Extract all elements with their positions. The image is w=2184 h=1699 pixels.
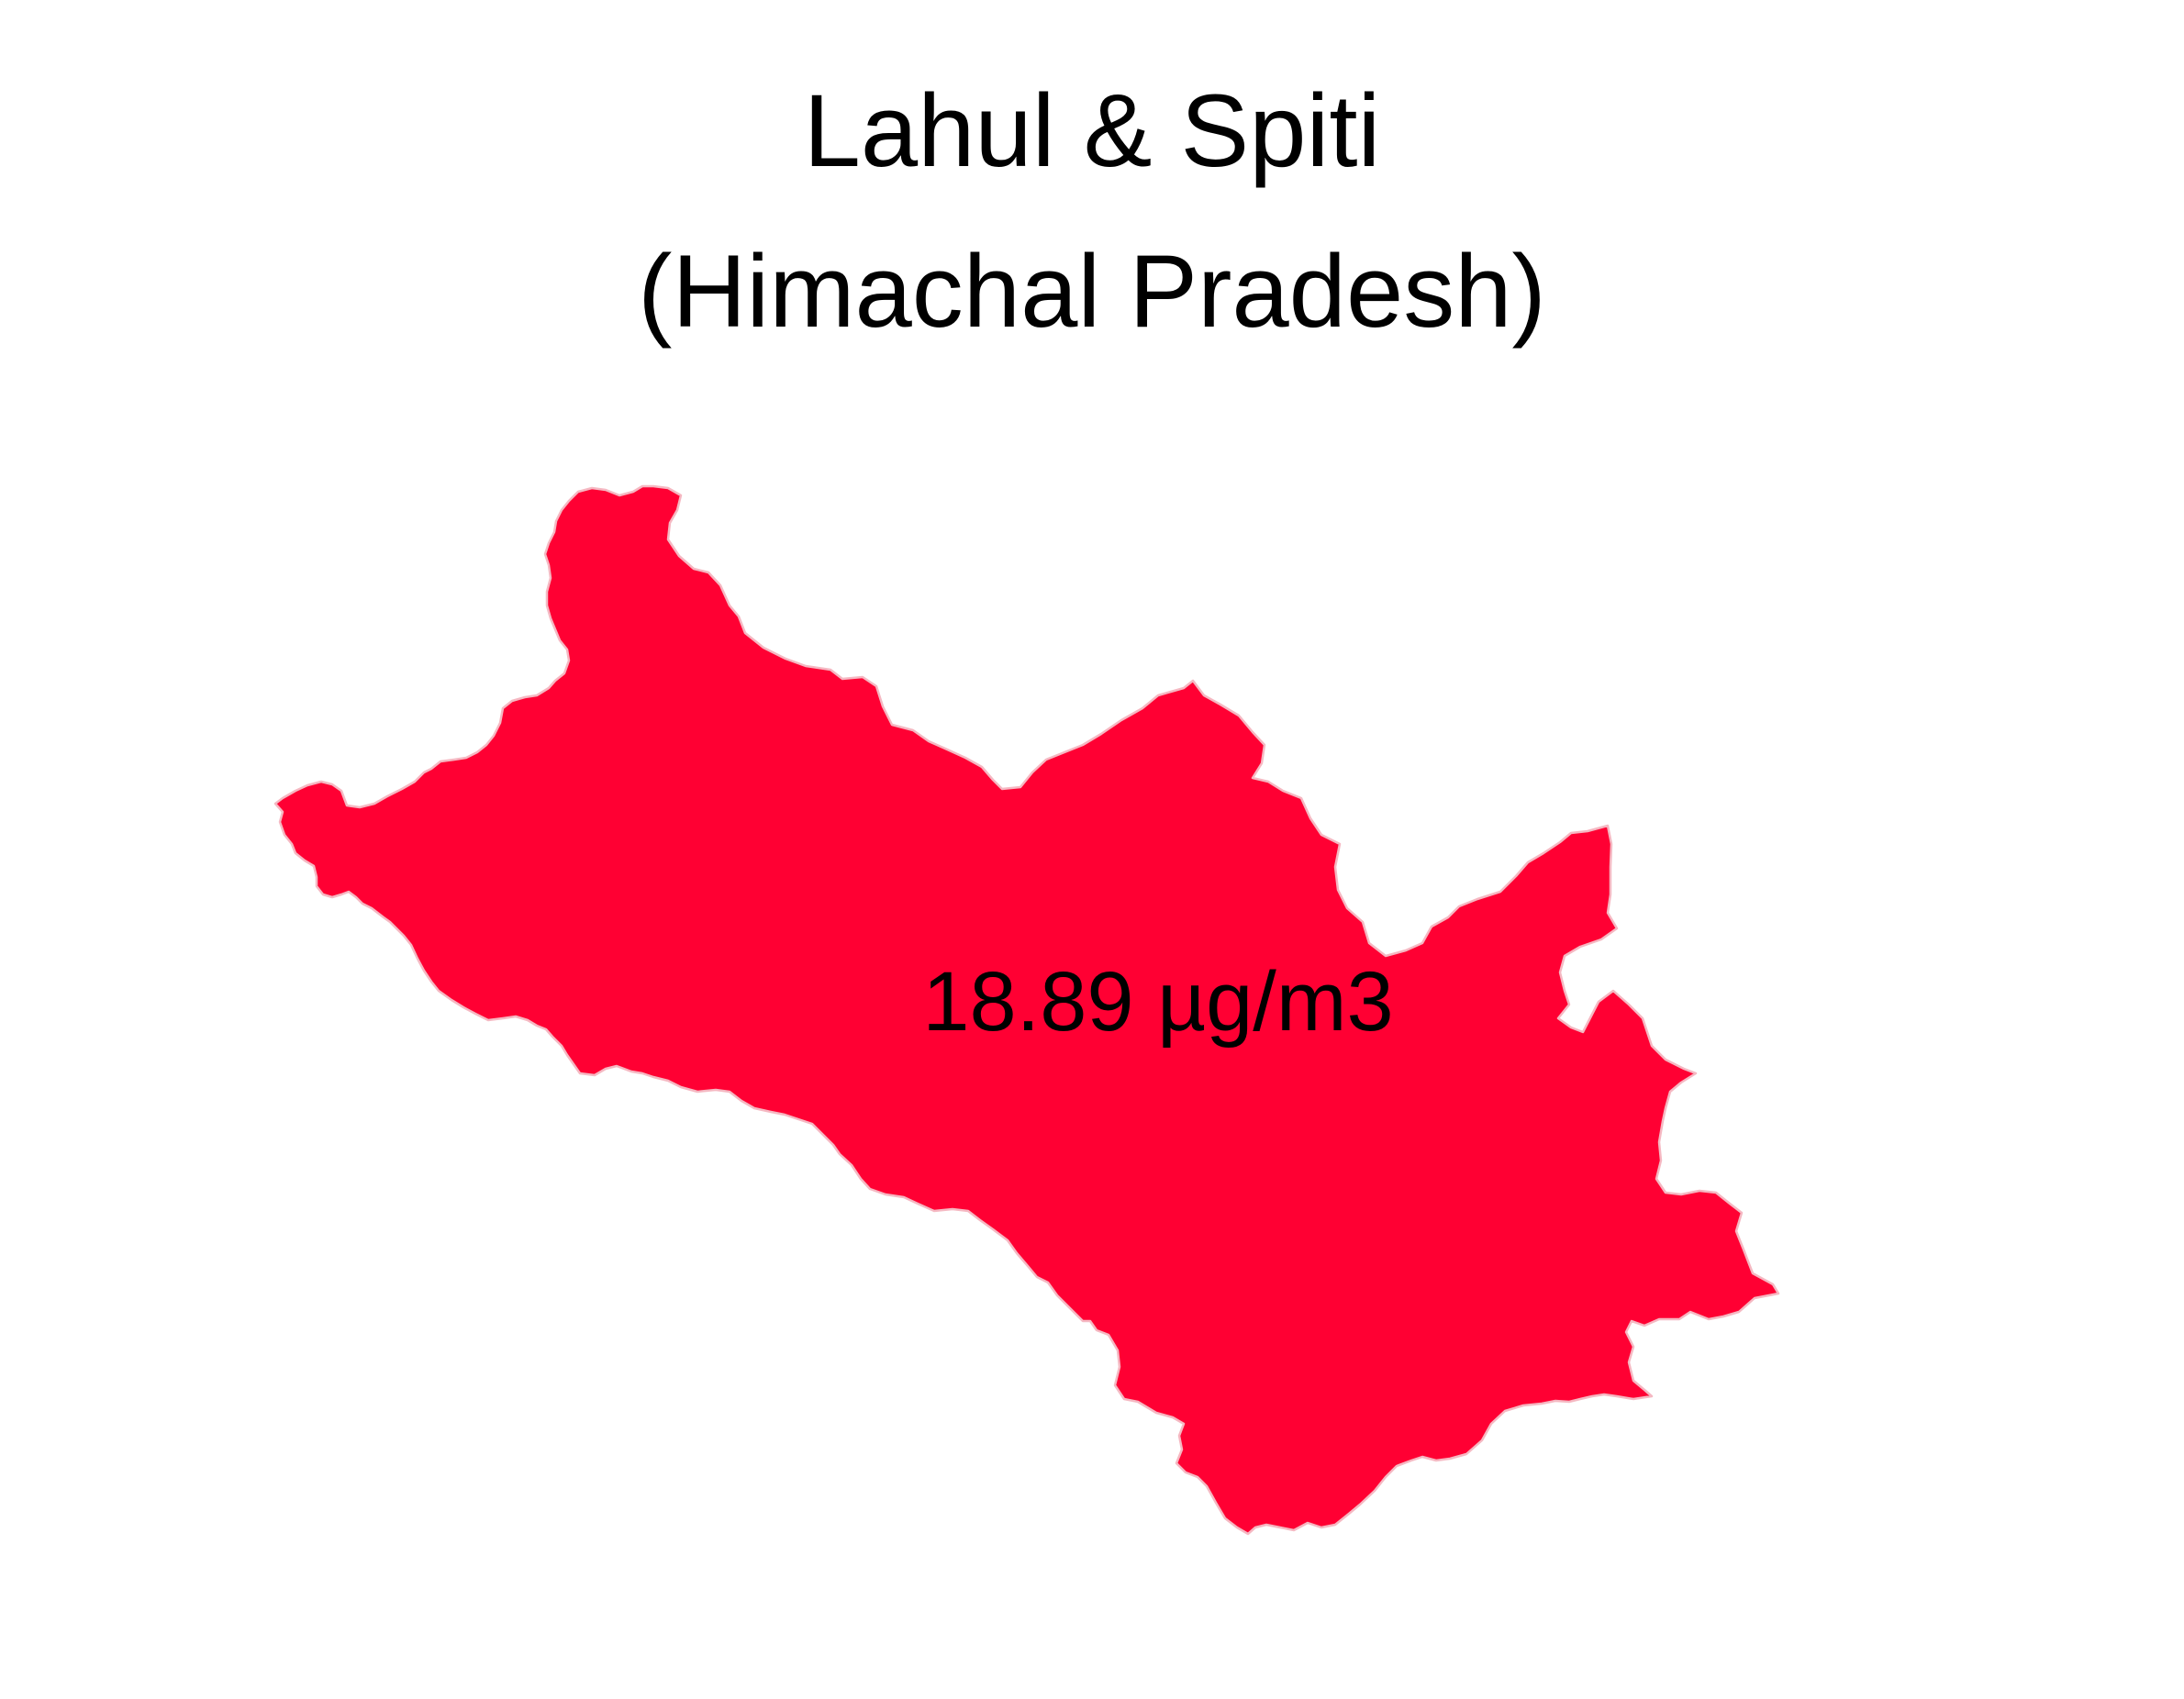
map-value-label: 18.89 µg/m3 bbox=[922, 955, 1393, 1049]
map-title-state: (Himachal Pradesh) bbox=[638, 234, 1546, 349]
map-title: Lahul & Spiti (Himachal Pradesh) bbox=[0, 50, 2184, 372]
map-title-district: Lahul & Spiti bbox=[803, 73, 1381, 188]
district-shape-lahul-spiti bbox=[273, 484, 1780, 1536]
